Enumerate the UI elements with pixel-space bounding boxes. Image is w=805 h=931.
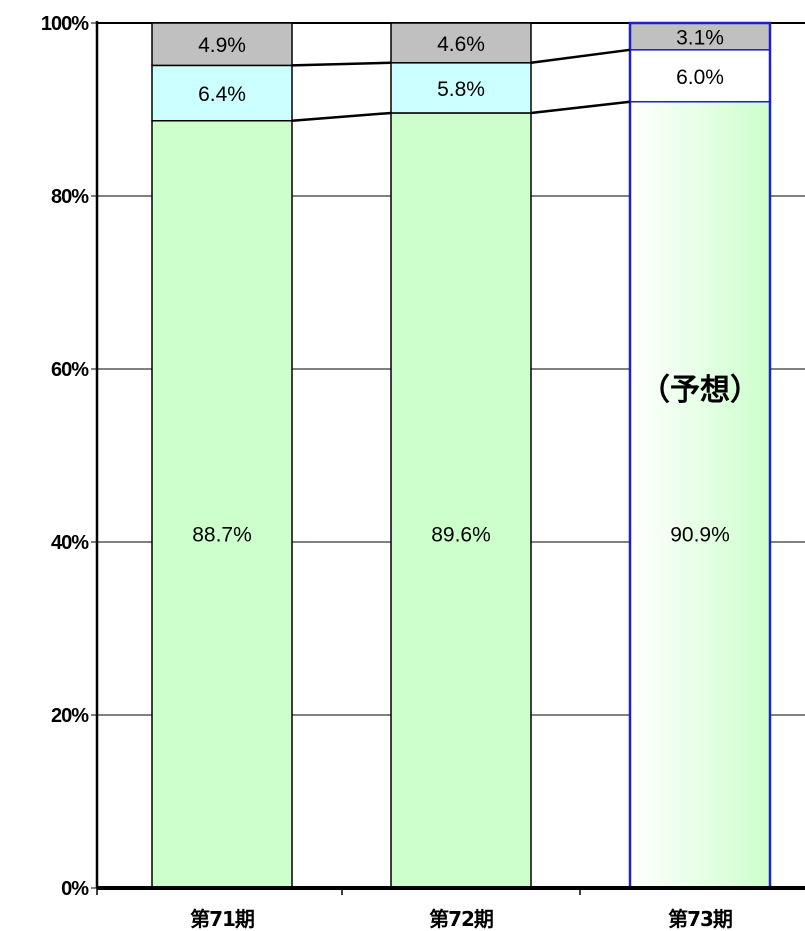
- forecast-annotation: （予想）: [640, 373, 760, 408]
- y-tick-labels: 0% 20% 40% 60% 80% 100%: [41, 13, 90, 900]
- series-connector-line: [530, 100, 631, 115]
- x-tick-label: 第72期: [429, 907, 493, 931]
- data-label: 89.6%: [431, 523, 491, 546]
- data-label: 90.9%: [670, 523, 730, 546]
- series-connector-line: [291, 61, 392, 67]
- bar-segment: [390, 22, 532, 64]
- data-label: 4.6%: [437, 33, 485, 56]
- bar-segment: [390, 112, 532, 889]
- y-tick-label: 80%: [51, 186, 89, 208]
- y-tick-label: 100%: [41, 13, 89, 35]
- bar-segment: [151, 119, 293, 889]
- data-label: 4.9%: [198, 34, 246, 57]
- bar-stacks: [151, 21, 772, 890]
- data-label: 6.4%: [198, 83, 246, 106]
- bar-segment: [151, 22, 293, 67]
- series-connector-line: [291, 111, 392, 122]
- series-connector-lines: [291, 48, 631, 122]
- data-label: 6.0%: [676, 66, 724, 89]
- y-tick-label: 20%: [51, 705, 89, 727]
- data-label: 5.8%: [437, 78, 485, 101]
- y-tick-label: 0%: [61, 878, 89, 900]
- data-labels: 88.7% 6.4% 4.9% 89.6% 5.8% 4.6% 90.9% 6.0% 3.1%: [192, 26, 730, 546]
- bar-segment: [629, 100, 771, 889]
- bar-segment: [151, 64, 293, 122]
- data-label: 3.1%: [676, 26, 724, 49]
- y-tick-label: 60%: [51, 359, 89, 381]
- data-label: 88.7%: [192, 523, 252, 546]
- axes: [91, 21, 805, 895]
- x-tick-label: 第73期: [668, 907, 732, 931]
- y-tick-label: 40%: [51, 532, 89, 554]
- x-tick-labels: 第71期 第72期 第73期: [190, 907, 733, 931]
- x-tick-label: 第71期: [190, 907, 254, 931]
- series-connector-line: [530, 48, 631, 65]
